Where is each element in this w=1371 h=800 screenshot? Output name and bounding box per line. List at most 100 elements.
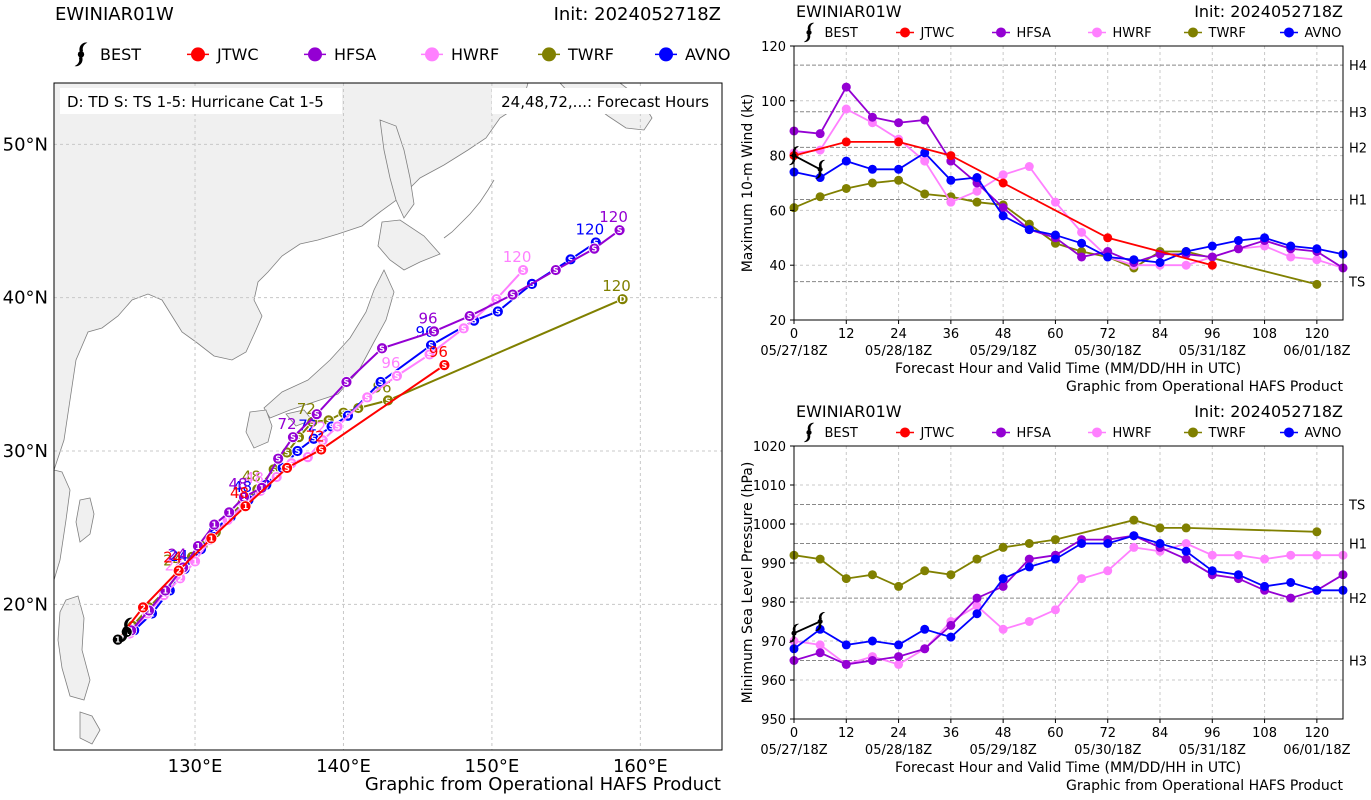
cyclone-arm [74, 42, 88, 67]
series-point [920, 189, 930, 199]
map-info-left: D: TD S: TS 1-5: Hurricane Cat 1-5 [67, 93, 324, 111]
date-tick-label: 05/31/18Z [1179, 743, 1246, 758]
map-info-right: 24,48,72,...: Forecast Hours [501, 93, 709, 111]
legend-entry-hwrf: HWRF [421, 45, 499, 64]
series-point [1181, 539, 1191, 548]
track-point [287, 431, 299, 444]
track-map-panel: EWINIAR01W Init: 2024052718Z BEST JTWC HFS… [3, 4, 731, 795]
track-point [281, 461, 293, 474]
series-point [1312, 550, 1322, 560]
series-point [1050, 230, 1060, 240]
map-tracks: 11112111111SSSSSSSSD24487296120111121111… [111, 208, 631, 646]
y-axis-label: Minimum Sea Level Pressure (hPa) [740, 462, 756, 704]
series-point [1024, 162, 1034, 172]
x-tick-label: 48 [995, 726, 1012, 741]
date-tick-label: 05/29/18Z [969, 344, 1036, 359]
series-point [1050, 554, 1060, 564]
series-point [1233, 550, 1243, 560]
x-tick-label: 48 [995, 327, 1012, 342]
map-y-tick-label: 40°N [3, 288, 48, 309]
x-tick-label: 72 [1099, 726, 1116, 741]
x-tick-label: 84 [1152, 327, 1169, 342]
legend-label-twrf: TWRF [1208, 426, 1246, 441]
plot-frame [793, 45, 1344, 321]
track-point [428, 325, 440, 338]
track-point-category: S [290, 433, 296, 442]
y-tick-label: 970 [761, 635, 786, 650]
date-tick-label: 05/30/18Z [1074, 344, 1141, 359]
x-tick-label: 24 [890, 726, 907, 741]
x-tick-label: 0 [790, 327, 798, 342]
y-tick-label: 960 [761, 674, 786, 689]
series-point [1129, 542, 1139, 552]
series-point [998, 170, 1008, 180]
series-point [1050, 197, 1060, 207]
track-point-category: S [364, 393, 370, 402]
map-x-tick-label: 130°E [168, 756, 223, 777]
legend-entry-hfsa: HFSA [992, 26, 1051, 41]
cyclone-arm [119, 617, 133, 643]
y-tick-label: 100 [761, 95, 786, 110]
track-point-category: S [428, 341, 434, 350]
forecast-hour-label: 120 [576, 220, 605, 238]
legend-marker [996, 427, 1006, 438]
legend-entry-twrf: TWRF [1184, 26, 1246, 41]
series-point [841, 659, 851, 669]
y-tick-label: 980 [761, 596, 786, 611]
series-point [894, 118, 904, 128]
y-tick-label: 990 [761, 557, 786, 572]
track-point-category: S [617, 226, 623, 235]
threshold-label: TS [1348, 499, 1365, 514]
series-point [1050, 605, 1060, 615]
series-axes: 0 12 24 36 48 60 72 84 96 108 120 05/27/18Z 05/28/18… [740, 440, 1351, 794]
map-x-tick-label: 140°E [316, 756, 371, 777]
series-point [815, 173, 825, 183]
track-point-category: 1 [209, 534, 215, 543]
series-point [920, 644, 930, 654]
track-point [506, 288, 519, 301]
cyclone-eye [817, 166, 823, 172]
legend-marker [1188, 27, 1198, 38]
threshold-label: TS [1348, 276, 1365, 291]
best-track-icon [803, 22, 815, 43]
track-point [352, 402, 365, 414]
kyushu [245, 409, 273, 449]
legend-entry-twrf: TWRF [538, 45, 614, 64]
track-point [463, 310, 476, 322]
legend-entry-avno: AVNO [1280, 426, 1341, 441]
series-point [1077, 238, 1087, 248]
track-point-category: S [467, 312, 473, 321]
series-point [998, 203, 1008, 213]
series-point [1181, 260, 1191, 270]
hokkaido [377, 219, 441, 271]
y-tick-label: 120 [761, 40, 786, 55]
series-line-hfsa [793, 534, 1344, 666]
track-point-category: S [385, 396, 391, 405]
series-point [867, 636, 877, 646]
legend-marker [1284, 27, 1294, 38]
legend-label-jtwc: JTWC [216, 45, 258, 64]
series-point [1207, 566, 1217, 576]
legend-label-hfsa: HFSA [334, 45, 376, 64]
series-avno [789, 148, 1348, 267]
best-track-icon [74, 42, 88, 67]
series-line-best [793, 154, 821, 171]
track-point-category: 1 [259, 484, 265, 493]
x-tick-label: 60 [1047, 327, 1064, 342]
track-point-category: S [335, 422, 341, 431]
legend-label-hwrf: HWRF [1113, 426, 1152, 441]
date-tick-label: 06/01/18Z [1283, 743, 1350, 758]
threshold-label: H1 [1349, 193, 1367, 208]
series-point [972, 601, 982, 611]
series-point [1103, 252, 1113, 262]
legend-marker [900, 27, 910, 38]
series-point [815, 648, 825, 658]
series-line-avno [793, 534, 1343, 650]
series-jtwc [789, 137, 1217, 270]
track-point [616, 293, 629, 306]
threshold-label: H2 [1349, 592, 1367, 607]
track-point-category: S [510, 291, 516, 300]
series-point [920, 566, 930, 576]
map-y-tick-label: 50°N [3, 134, 48, 155]
track-point [310, 408, 323, 421]
